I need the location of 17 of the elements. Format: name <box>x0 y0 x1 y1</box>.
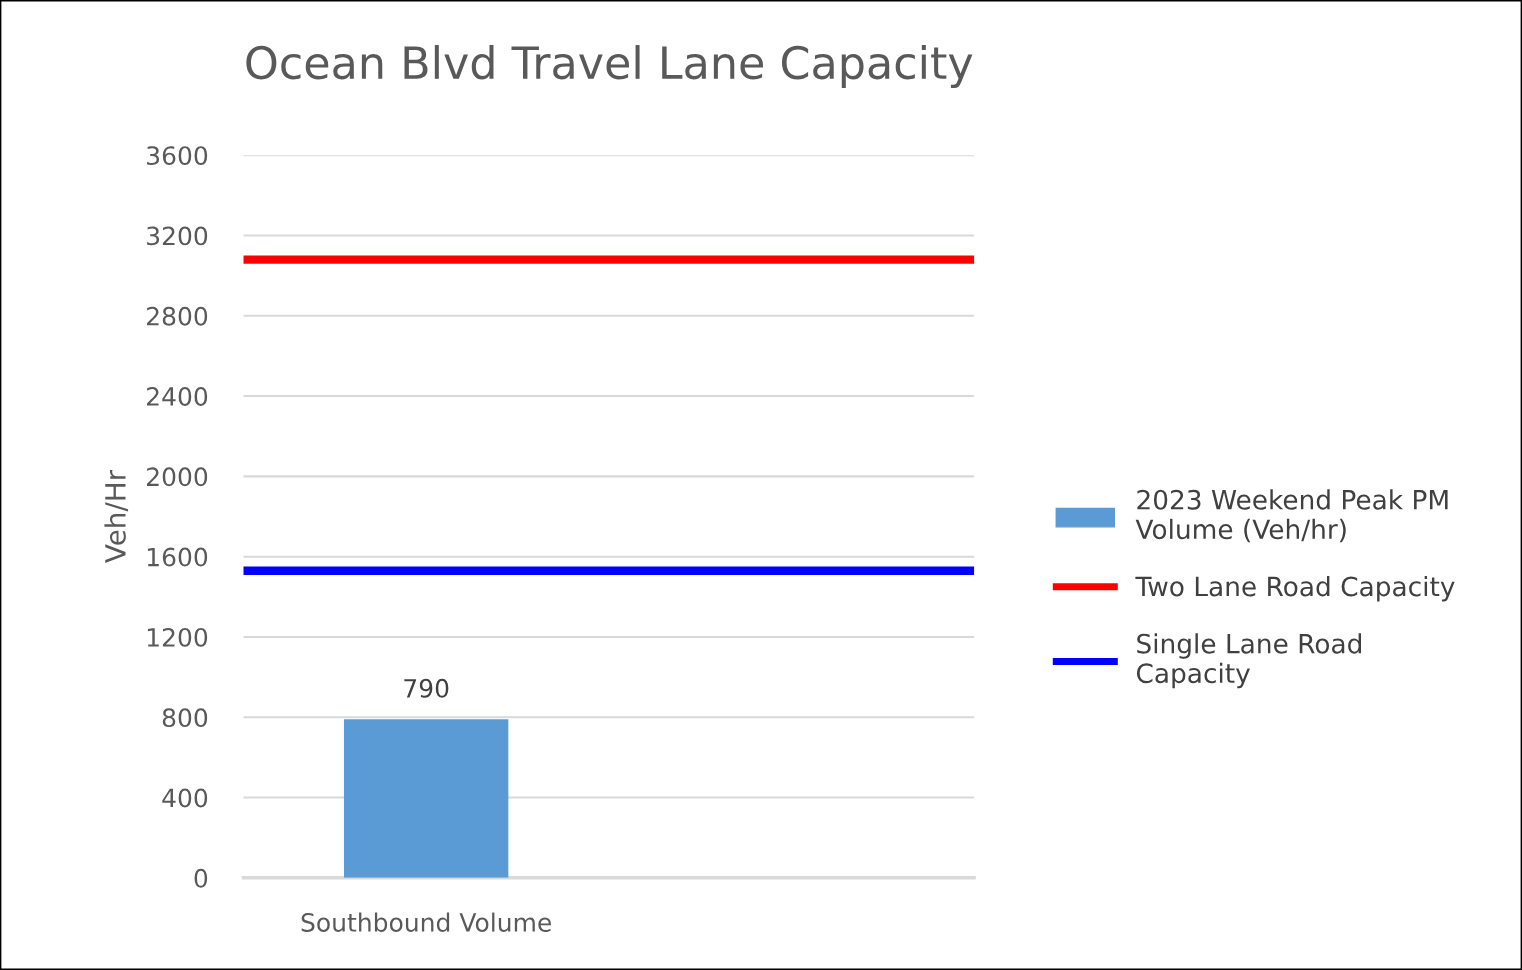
y-tick-label: 3600 <box>147 146 208 166</box>
y-tick-label: 800 <box>162 708 208 728</box>
chart-title: Ocean Blvd Travel Lane Capacity <box>246 45 973 89</box>
y-tick-label: 0 <box>194 868 208 888</box>
y-tick-label: 400 <box>162 788 208 808</box>
y-tick-label: 2800 <box>147 306 208 326</box>
y-tick-label: 2000 <box>147 467 208 487</box>
y-tick-label: 2400 <box>147 387 208 406</box>
data-label: 790 <box>404 678 449 698</box>
y-tick-label: 3200 <box>147 226 208 246</box>
legend-label: Single Lane Road Capacity <box>1136 633 1361 689</box>
y-tick-label: 1200 <box>147 627 208 647</box>
y-tick-label: 1600 <box>147 547 208 567</box>
legend-label: 2023 Weekend Peak PM Volume (Veh/hr) <box>1135 489 1448 543</box>
legend-label: Two Lane Road Capacity <box>1135 576 1455 602</box>
y-axis-title: Veh/Hr <box>104 469 129 563</box>
x-tick-label: Southbound Volume <box>301 912 551 932</box>
